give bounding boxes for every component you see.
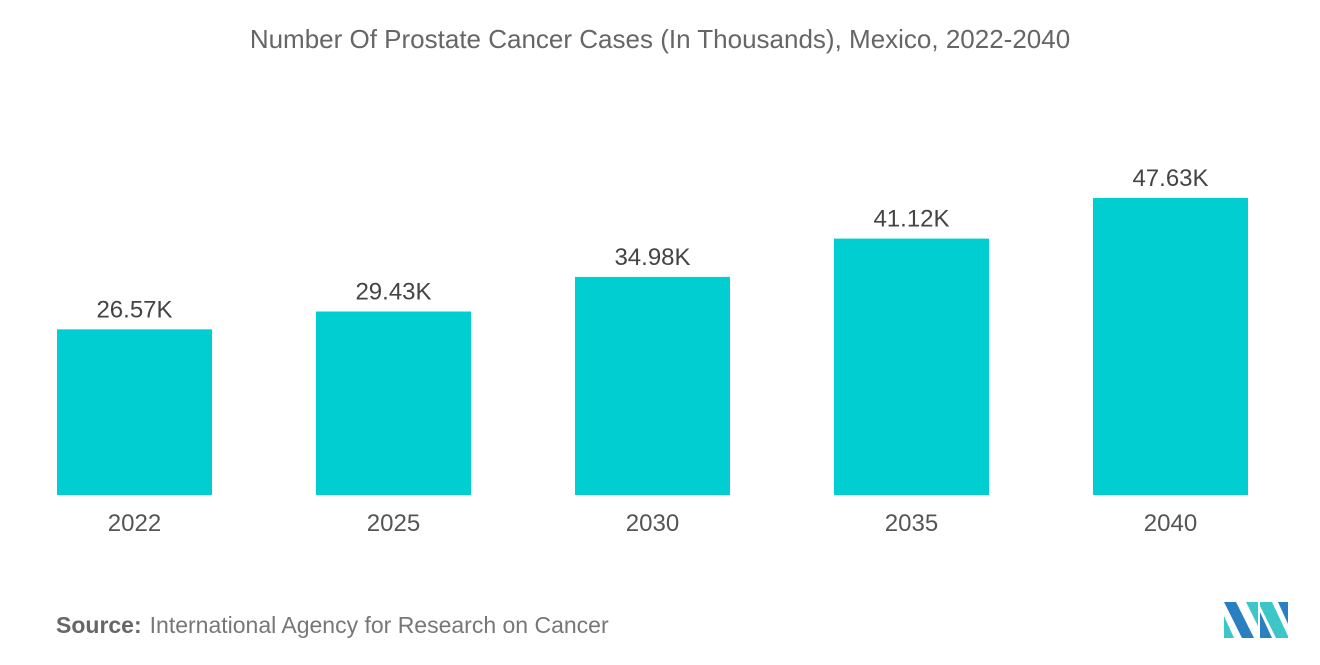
x-tick-label: 2022 [108, 510, 161, 537]
source-text: International Agency for Research on Can… [149, 612, 609, 638]
source-label: Source: [56, 612, 142, 638]
data-label: 47.63K [1132, 165, 1208, 192]
bar-2022 [57, 329, 212, 495]
source-note: Source: International Agency for Research… [56, 612, 609, 639]
x-tick-label: 2025 [367, 510, 420, 537]
brand-logo [1224, 602, 1288, 638]
data-label: 29.43K [355, 279, 431, 306]
bar-chart: 26.57K 2022 29.43K 2025 34.98K 2030 41.12K 2035… [57, 165, 1248, 537]
bar-2030 [575, 276, 730, 495]
bar-2035 [834, 238, 989, 495]
x-tick-label: 2035 [885, 510, 938, 537]
x-tick-label: 2040 [1144, 510, 1197, 537]
data-label: 34.98K [614, 244, 690, 271]
data-label: 26.57K [96, 296, 172, 323]
x-tick-label: 2030 [626, 510, 679, 537]
bar-2025 [316, 311, 471, 495]
chart-title: Number Of Prostate Cancer Cases (In Thou… [249, 24, 1071, 54]
data-label: 41.12K [873, 206, 949, 233]
bar-2040 [1093, 198, 1248, 495]
